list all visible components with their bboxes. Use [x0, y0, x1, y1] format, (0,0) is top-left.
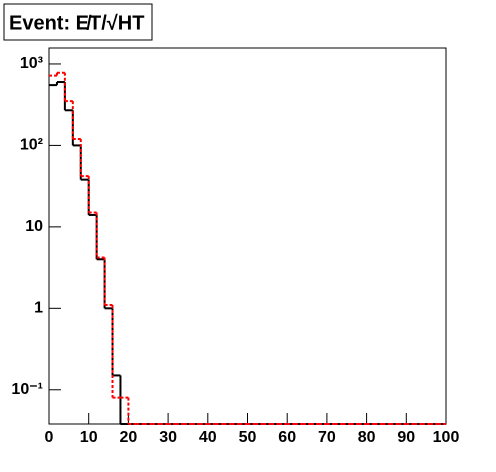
x-tick-label: 0 [45, 429, 54, 446]
x-tick-label: 60 [278, 429, 296, 446]
x-tick-label: 70 [318, 429, 336, 446]
y-tick-label: 10⁻¹ [11, 381, 43, 398]
chart-title: Event: E̸T/√HT [9, 12, 144, 34]
x-tick-label: 20 [120, 429, 138, 446]
x-tick-label: 100 [433, 429, 460, 446]
x-tick-label: 30 [159, 429, 177, 446]
title-box [3, 3, 153, 41]
x-tick-label: 50 [239, 429, 257, 446]
x-tick-label: 80 [358, 429, 376, 446]
x-tick-label: 10 [80, 429, 98, 446]
y-tick-label: 1 [34, 300, 43, 317]
x-tick-label: 40 [199, 429, 217, 446]
x-tick-label: 90 [397, 429, 415, 446]
y-tick-label: 10² [20, 137, 43, 154]
y-tick-label: 10 [25, 218, 43, 235]
y-tick-label: 10³ [20, 55, 43, 72]
